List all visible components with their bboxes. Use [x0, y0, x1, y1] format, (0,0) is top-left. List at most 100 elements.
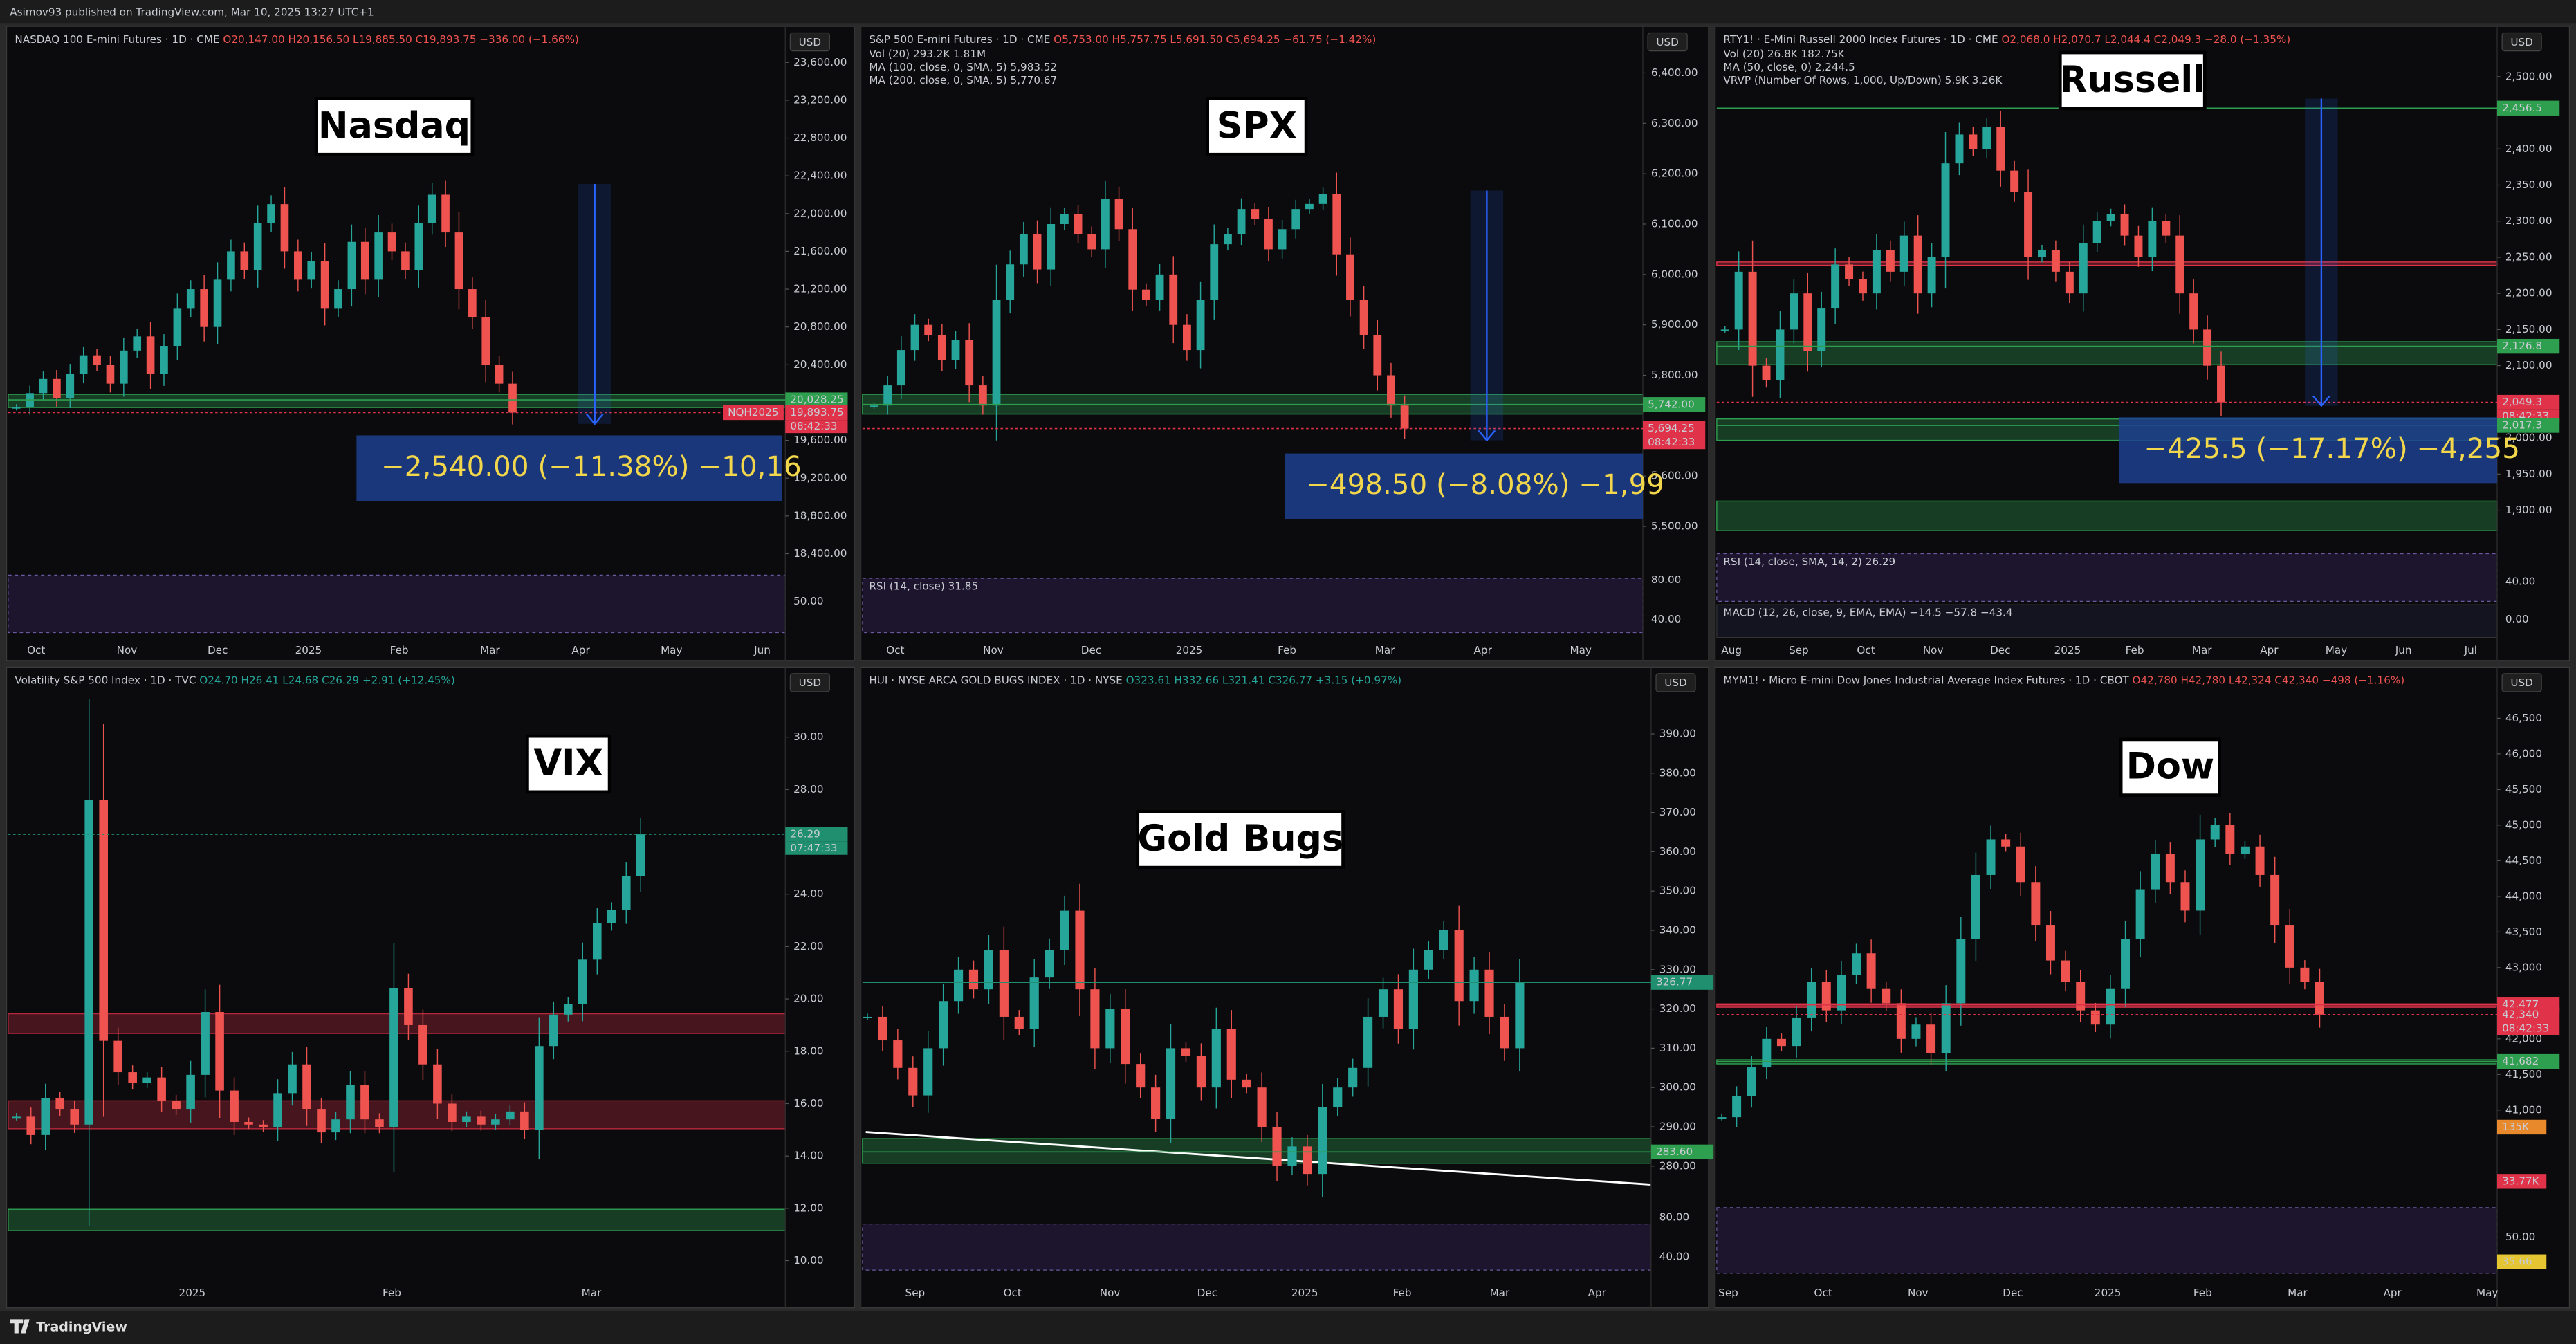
candle-body	[2010, 170, 2019, 192]
x-tick-label: 2025	[1176, 644, 1203, 656]
candle-body	[1264, 219, 1273, 250]
candle-body	[240, 251, 249, 270]
candle-body	[55, 1098, 65, 1110]
measure-label: −425.5 (−17.17%) −4,255	[2144, 432, 2520, 465]
candle-body	[1807, 982, 1816, 1018]
x-tick-label: Nov	[117, 644, 138, 656]
y-tick-label: 18,800.00	[793, 509, 847, 522]
y-tick-label: 5,500.00	[1651, 520, 1698, 533]
candle-body	[317, 1109, 326, 1133]
candle-body	[1831, 264, 1840, 309]
currency: USD	[799, 676, 821, 689]
candle-body	[462, 1116, 471, 1122]
rsi-tick-label: 40.00	[2505, 575, 2535, 587]
candle-body	[1837, 975, 1846, 1011]
candle-body	[1941, 163, 1950, 257]
candle-body	[1748, 271, 1757, 366]
x-tick-label: Apr	[1474, 644, 1493, 656]
measure-box	[2119, 417, 2497, 484]
y-tick-label: 18.00	[793, 1044, 823, 1057]
candle-body	[1899, 235, 1908, 272]
candle-body	[2151, 854, 2160, 890]
candle-body	[2255, 846, 2265, 875]
price-tag-label: 26.29	[790, 828, 820, 840]
price-tag	[2497, 1053, 2560, 1069]
countdown-tag	[785, 420, 848, 434]
price-tag	[2497, 100, 2560, 116]
candle-body	[1075, 910, 1085, 990]
candle-body	[230, 1090, 239, 1122]
y-tick-label: 1,900.00	[2505, 504, 2552, 516]
candle-body	[1128, 229, 1137, 290]
candle-body	[1318, 1107, 1327, 1175]
title-box	[1206, 97, 1308, 156]
candle-body	[1926, 1024, 1936, 1053]
x-tick-label: May	[661, 644, 682, 656]
candle-body	[1318, 194, 1327, 204]
y-tick-label: 290.00	[1659, 1120, 1696, 1132]
y-tick-label: 6,300.00	[1651, 117, 1698, 129]
title-box	[1136, 810, 1345, 869]
x-tick-label: Apr	[1588, 1287, 1607, 1299]
y-tick-label: 12.00	[793, 1202, 823, 1214]
candle-body	[454, 232, 463, 290]
candle-body	[288, 1064, 297, 1094]
macd-label: MACD (12, 26, close, 9, EMA, EMA) −14.5 …	[1723, 606, 2012, 618]
price-tag-label: 42,340	[2502, 1008, 2539, 1020]
candle-body	[535, 1046, 544, 1130]
indicator: Vol (20) 26.8K 182.75K	[1723, 48, 1845, 60]
candle-body	[1424, 950, 1433, 970]
bottom-bar	[0, 1311, 2576, 1344]
candle-body	[1045, 950, 1054, 978]
price-tag	[2497, 418, 2560, 433]
candle-body	[2270, 874, 2280, 926]
y-tick-label: 2,300.00	[2505, 214, 2552, 227]
price-tag	[1650, 1144, 1714, 1160]
candle-body	[1211, 1028, 1221, 1088]
x-tick-label: Feb	[1393, 1287, 1412, 1299]
candle-body	[1136, 1064, 1146, 1088]
y-tick-label: 5,800.00	[1651, 369, 1698, 381]
title-box	[2119, 737, 2221, 798]
measure-box	[1285, 453, 1643, 519]
candle-body	[1014, 1016, 1024, 1029]
candle-body	[2217, 365, 2225, 403]
currency: USD	[2510, 36, 2532, 48]
candle-body	[999, 950, 1009, 1017]
candle-body	[1029, 977, 1039, 1029]
candle-body	[331, 1119, 340, 1133]
candle-body	[1817, 308, 1826, 351]
x-tick-label: May	[2476, 1287, 2498, 1299]
panel-header: NASDAQ 100 E-mini Futures · 1D · CME O20…	[15, 33, 578, 46]
candle-body	[70, 1109, 79, 1125]
panel-header: RTY1! · E-Mini Russell 2000 Index Future…	[1723, 33, 2290, 46]
y-tick-label: 16.00	[793, 1097, 823, 1110]
candle-body	[157, 1077, 166, 1101]
candle-body	[404, 988, 413, 1025]
y-tick-label: 21,200.00	[793, 283, 847, 295]
candle-body	[360, 241, 369, 280]
candle-body	[1373, 335, 1382, 376]
candle-body	[1105, 1009, 1115, 1049]
candle-body	[1272, 1126, 1282, 1166]
candle-body	[1886, 250, 1895, 272]
x-tick-label: Nov	[1100, 1287, 1121, 1299]
candle-body	[1242, 1079, 1251, 1088]
candle-body	[621, 876, 631, 910]
candle-body	[1237, 209, 1246, 234]
candle-body	[2045, 925, 2055, 961]
candle-body	[2065, 271, 2074, 294]
indicator-tag-label: 33.77K	[2502, 1175, 2539, 1187]
y-tick-label: 340.00	[1659, 923, 1696, 936]
candle-body	[1762, 365, 1771, 380]
candle-body	[1278, 229, 1287, 250]
candle-body	[1469, 969, 1479, 1002]
currency-box	[2501, 673, 2542, 692]
candle-body	[1074, 214, 1083, 234]
candle-body	[2315, 982, 2324, 1015]
indicator: MA (200, close, 0, SMA, 5) 5,770.67	[869, 74, 1057, 86]
candle-body	[984, 950, 993, 990]
y-tick-label: 20,400.00	[793, 358, 847, 371]
candle-body	[1762, 1038, 1772, 1068]
